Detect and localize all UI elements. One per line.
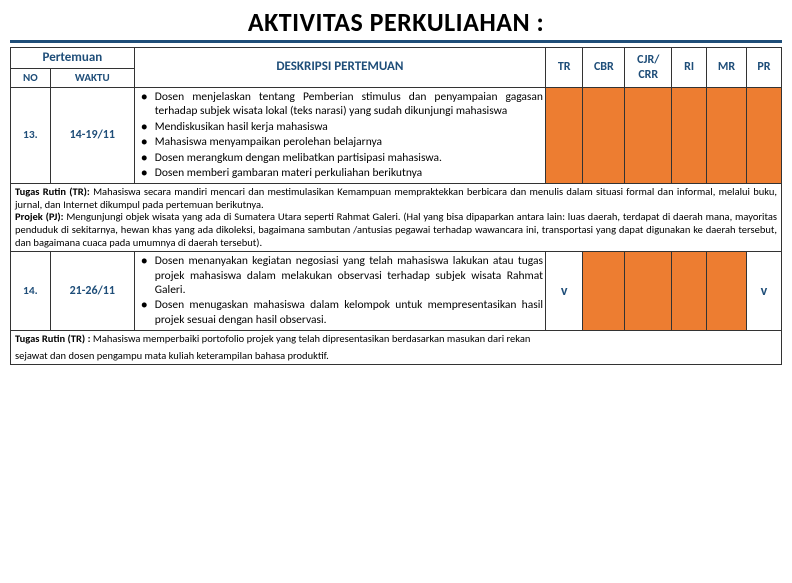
- col-tr: TR: [545, 48, 582, 88]
- note2-body2: sejawat dan dosen pengampu mata kuliah k…: [15, 349, 329, 362]
- row14-waktu: 21-26/11: [50, 252, 134, 331]
- bullet-item: Dosen menanyakan kegiatan negosiasi yang…: [141, 254, 543, 297]
- col-cbr: CBR: [583, 48, 625, 88]
- bullet-item: Dosen menjelaskan tentang Pemberian stim…: [141, 90, 543, 119]
- col-deskripsi: DESKRIPSI PERTEMUAN: [134, 48, 545, 88]
- col-no: NO: [11, 69, 51, 88]
- page-title: AKTIVITAS PERKULIAHAN :: [10, 6, 782, 43]
- table-row: 13. 14-19/11 Dosen menjelaskan tentang P…: [11, 88, 782, 184]
- col-waktu: WAKTU: [50, 69, 134, 88]
- row13-cjr: [625, 88, 672, 184]
- note1-body2: Mengunjungi objek wisata yang ada di Sum…: [15, 210, 777, 248]
- row14-no: 14.: [11, 252, 51, 331]
- row13-tr: [545, 88, 582, 184]
- row14-ri: [672, 252, 707, 331]
- row14-cjr: [625, 252, 672, 331]
- table-row: 14. 21-26/11 Dosen menanyakan kegiatan n…: [11, 252, 782, 331]
- note-row-2a: Tugas Rutin (TR) : Mahasiswa memperbaiki…: [11, 331, 782, 348]
- note1-label: Tugas Rutin (TR):: [15, 185, 93, 198]
- bullet-item: Mahasiswa menyampaikan perolehan belajar…: [141, 135, 543, 149]
- row14-cbr: [583, 252, 625, 331]
- row13-cbr: [583, 88, 625, 184]
- note-row-2b: sejawat dan dosen pengampu mata kuliah k…: [11, 348, 782, 365]
- schedule-table: Pertemuan DESKRIPSI PERTEMUAN TR CBR CJR…: [10, 47, 782, 365]
- note1-label2: Projek (PJ):: [15, 210, 66, 223]
- row13-desc: Dosen menjelaskan tentang Pemberian stim…: [134, 88, 545, 184]
- row14-desc: Dosen menanyakan kegiatan negosiasi yang…: [134, 252, 545, 331]
- row14-tr: v: [545, 252, 582, 331]
- bullet-item: Dosen memberi gambaran materi perkuliaha…: [141, 166, 543, 180]
- bullet-item: Dosen merangkum dengan melibatkan partis…: [141, 151, 543, 165]
- col-pr: PR: [746, 48, 781, 88]
- col-mr: MR: [707, 48, 747, 88]
- row13-pr: [746, 88, 781, 184]
- row13-waktu: 14-19/11: [50, 88, 134, 184]
- note2-body: Mahasiswa memperbaiki portofolio projek …: [93, 332, 531, 345]
- row14-pr: v: [746, 252, 781, 331]
- row13-no: 13.: [11, 88, 51, 184]
- note-row-1: Tugas Rutin (TR): Mahasiswa secara mandi…: [11, 184, 782, 252]
- col-pertemuan: Pertemuan: [11, 48, 135, 69]
- header-row: Pertemuan DESKRIPSI PERTEMUAN TR CBR CJR…: [11, 48, 782, 69]
- row13-ri: [672, 88, 707, 184]
- note2-label: Tugas Rutin (TR) :: [15, 332, 93, 345]
- bullet-item: Dosen menugaskan mahasiswa dalam kelompo…: [141, 298, 543, 327]
- note1-body: Mahasiswa secara mandiri mencari dan mes…: [15, 185, 777, 211]
- row13-mr: [707, 88, 747, 184]
- row14-mr: [707, 252, 747, 331]
- col-cjr: CJR/ CRR: [625, 48, 672, 88]
- col-ri: RI: [672, 48, 707, 88]
- bullet-item: Mendiskusikan hasil kerja mahasiswa: [141, 120, 543, 134]
